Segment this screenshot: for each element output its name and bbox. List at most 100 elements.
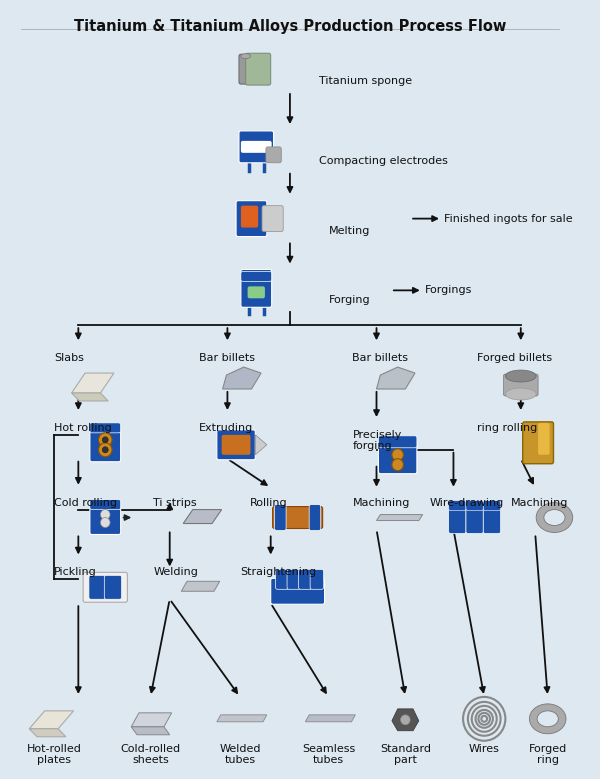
FancyBboxPatch shape <box>266 147 281 163</box>
Circle shape <box>98 433 112 447</box>
FancyBboxPatch shape <box>449 501 466 510</box>
Text: Pickling: Pickling <box>54 567 97 577</box>
Ellipse shape <box>544 509 565 526</box>
FancyBboxPatch shape <box>262 206 283 231</box>
Polygon shape <box>71 393 108 401</box>
FancyBboxPatch shape <box>241 141 272 153</box>
FancyBboxPatch shape <box>217 430 256 460</box>
Text: Seamless
tubes: Seamless tubes <box>302 744 355 765</box>
Text: Compacting electrodes: Compacting electrodes <box>319 156 448 166</box>
Text: Machining: Machining <box>511 498 569 508</box>
Polygon shape <box>181 581 220 591</box>
Ellipse shape <box>529 704 566 734</box>
Circle shape <box>401 715 410 724</box>
Text: Melting: Melting <box>328 226 370 235</box>
Text: Hot-rolled
plates: Hot-rolled plates <box>27 744 82 765</box>
Circle shape <box>392 449 403 460</box>
FancyBboxPatch shape <box>483 501 500 510</box>
FancyBboxPatch shape <box>271 578 325 605</box>
FancyBboxPatch shape <box>239 131 274 163</box>
FancyBboxPatch shape <box>241 271 272 281</box>
Text: Standard
part: Standard part <box>380 744 431 765</box>
FancyBboxPatch shape <box>483 502 500 534</box>
Text: Ti strips: Ti strips <box>154 498 197 508</box>
FancyBboxPatch shape <box>90 501 121 534</box>
Text: Forged
ring: Forged ring <box>529 744 567 765</box>
Text: Titanium & Titanium Alloys Production Process Flow: Titanium & Titanium Alloys Production Pr… <box>74 19 506 34</box>
FancyBboxPatch shape <box>538 423 550 455</box>
Ellipse shape <box>241 54 251 58</box>
Text: Cold rolling: Cold rolling <box>54 498 117 508</box>
FancyBboxPatch shape <box>236 201 267 237</box>
Circle shape <box>392 459 403 471</box>
Text: Welding: Welding <box>154 567 198 577</box>
FancyBboxPatch shape <box>83 573 127 602</box>
FancyBboxPatch shape <box>241 270 272 307</box>
Polygon shape <box>305 715 355 722</box>
FancyBboxPatch shape <box>90 424 121 462</box>
Text: Wire-drawing: Wire-drawing <box>430 498 503 508</box>
FancyBboxPatch shape <box>241 206 258 227</box>
FancyBboxPatch shape <box>523 422 553 464</box>
Polygon shape <box>183 509 221 523</box>
Polygon shape <box>131 727 170 735</box>
Polygon shape <box>377 367 415 389</box>
Text: Extruding: Extruding <box>199 423 253 433</box>
FancyBboxPatch shape <box>245 53 271 85</box>
FancyBboxPatch shape <box>379 442 417 474</box>
Text: Hot rolling: Hot rolling <box>54 423 112 433</box>
Text: Titanium sponge: Titanium sponge <box>319 76 412 86</box>
Text: Forging: Forging <box>328 295 370 305</box>
Polygon shape <box>392 709 419 731</box>
FancyBboxPatch shape <box>104 576 122 599</box>
FancyBboxPatch shape <box>466 502 483 534</box>
Ellipse shape <box>505 370 536 382</box>
FancyBboxPatch shape <box>299 569 312 589</box>
FancyBboxPatch shape <box>90 499 121 509</box>
Polygon shape <box>223 367 261 389</box>
Text: Cold-rolled
sheets: Cold-rolled sheets <box>121 744 181 765</box>
Circle shape <box>103 447 108 453</box>
FancyBboxPatch shape <box>309 505 321 530</box>
FancyBboxPatch shape <box>239 55 253 84</box>
Text: Forgings: Forgings <box>425 285 472 295</box>
Polygon shape <box>131 713 172 727</box>
FancyBboxPatch shape <box>379 435 417 448</box>
Circle shape <box>100 509 110 520</box>
FancyBboxPatch shape <box>449 502 466 534</box>
Circle shape <box>100 517 110 527</box>
FancyBboxPatch shape <box>90 423 121 433</box>
Text: Precisely
forging: Precisely forging <box>352 430 402 452</box>
Polygon shape <box>217 715 267 722</box>
Text: Finished ingots for sale: Finished ingots for sale <box>444 213 572 224</box>
Text: Bar billets: Bar billets <box>352 353 409 363</box>
Text: Rolling: Rolling <box>250 498 287 508</box>
Text: Slabs: Slabs <box>54 353 84 363</box>
Text: Forged billets: Forged billets <box>478 353 553 363</box>
Text: Welded
tubes: Welded tubes <box>219 744 260 765</box>
FancyBboxPatch shape <box>466 501 483 510</box>
Polygon shape <box>377 515 422 520</box>
Text: Bar billets: Bar billets <box>199 353 254 363</box>
FancyBboxPatch shape <box>310 569 323 589</box>
Polygon shape <box>29 711 74 729</box>
FancyBboxPatch shape <box>503 374 538 396</box>
Text: Machining: Machining <box>352 498 410 508</box>
Circle shape <box>103 437 108 442</box>
Polygon shape <box>71 373 114 393</box>
Polygon shape <box>29 729 66 737</box>
Ellipse shape <box>537 711 558 727</box>
Ellipse shape <box>536 502 573 533</box>
Polygon shape <box>256 435 267 455</box>
Text: ring rolling: ring rolling <box>478 423 538 433</box>
Circle shape <box>98 442 112 456</box>
FancyBboxPatch shape <box>287 569 301 589</box>
Ellipse shape <box>505 388 536 400</box>
Text: Wires: Wires <box>469 744 500 754</box>
Text: Straightening: Straightening <box>240 567 316 577</box>
FancyBboxPatch shape <box>275 569 289 589</box>
FancyBboxPatch shape <box>248 287 265 298</box>
FancyBboxPatch shape <box>221 435 251 455</box>
FancyBboxPatch shape <box>89 576 106 599</box>
FancyBboxPatch shape <box>275 505 286 530</box>
